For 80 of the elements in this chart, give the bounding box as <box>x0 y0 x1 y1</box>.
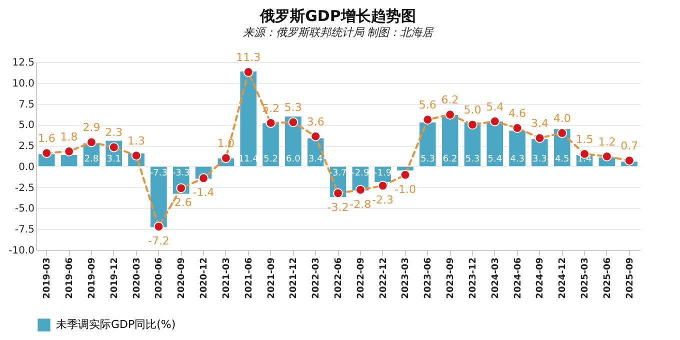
x-tick-label: 2023-06 <box>424 258 434 299</box>
data-label: 6.0 <box>286 154 301 164</box>
x-tick-label: 2022-03 <box>312 258 322 299</box>
legend-label: 未季调实际GDP同比(%) <box>56 318 176 331</box>
x-tick-label: 2024-12 <box>558 258 568 299</box>
data-label: 3.3 <box>532 154 547 164</box>
data-label: 1.3 <box>128 134 146 148</box>
x-tick-label: 2021-03 <box>222 258 232 299</box>
data-label: 5.4 <box>488 154 502 164</box>
y-tick-label: 0.0 <box>18 162 34 173</box>
y-tick-label: 10.0 <box>12 78 34 90</box>
x-tick-label: 2019-09 <box>87 258 98 299</box>
chart-title: 俄罗斯GDP增长趋势图 <box>259 7 416 26</box>
x-tick-label: 2023-09 <box>446 258 456 299</box>
x-tick-label: 2024-06 <box>513 258 524 299</box>
data-label: 5.3 <box>284 101 302 114</box>
x-tick-label: 2023-03 <box>401 258 412 299</box>
data-label: -1.4 <box>192 186 214 200</box>
data-label: 5.6 <box>418 98 436 112</box>
x-tick-label: 2022-09 <box>356 258 366 299</box>
bar <box>240 70 258 167</box>
x-tick-label: 2024-03 <box>490 258 501 299</box>
y-tick-label: -2.5 <box>14 182 34 194</box>
y-tick-label: 5.0 <box>18 120 34 132</box>
x-tick-label: 2019-03 <box>42 258 53 299</box>
data-label: -1.9 <box>374 168 392 178</box>
data-label: 5.0 <box>464 104 482 117</box>
x-tick-label: 2025-03 <box>580 258 591 299</box>
x-tick-label: 2019-06 <box>65 258 76 299</box>
y-tick-label: 12.5 <box>12 58 34 68</box>
x-tick-label: 2019-12 <box>110 258 120 299</box>
data-label: 1.6 <box>38 132 56 146</box>
data-label: 11.3 <box>236 51 261 64</box>
data-label: 3.1 <box>106 154 122 164</box>
chart-subtitle: 来源：俄罗斯联邦统计局 制图：北海居 <box>242 26 434 40</box>
data-label: 1.2 <box>598 135 616 148</box>
data-label: 3.6 <box>306 115 324 128</box>
x-tick-label: 2021-12 <box>289 258 300 299</box>
data-label: 6.2 <box>442 154 458 164</box>
data-label: -2.9 <box>352 168 370 178</box>
data-label: 1.5 <box>576 132 594 146</box>
x-tick-label: 2020-12 <box>200 258 210 299</box>
data-label: 6.2 <box>441 94 459 107</box>
data-label: -2.3 <box>372 194 394 207</box>
x-tick-label: 2025-09 <box>625 258 636 299</box>
y-tick-label: 2.5 <box>18 141 34 152</box>
x-tick-label: 2020-09 <box>177 258 188 299</box>
data-label: 4.5 <box>554 154 570 164</box>
y-tick-label: -5.0 <box>14 204 34 215</box>
data-label: 2.9 <box>82 121 100 134</box>
y-tick-label: -10.0 <box>8 246 34 256</box>
data-label: 3.4 <box>530 117 548 130</box>
y-tick-label: -7.5 <box>14 224 34 236</box>
x-tick-label: 2022-06 <box>334 258 344 299</box>
x-tick-label: 2025-06 <box>602 258 613 299</box>
data-label: -1.0 <box>394 182 416 196</box>
data-label: 4.6 <box>508 107 526 120</box>
y-tick-label: 7.5 <box>18 99 34 110</box>
data-label: 2.3 <box>105 126 123 140</box>
x-tick-label: 2022-12 <box>378 258 389 299</box>
data-label: 1.8 <box>60 130 78 144</box>
data-label: 5.3 <box>465 154 480 164</box>
x-tick-label: 2020-06 <box>154 258 165 299</box>
data-label: -3.2 <box>327 201 349 214</box>
x-tick-label: 2023-12 <box>468 258 478 299</box>
data-label: -7.2 <box>148 234 170 248</box>
data-label: -2.6 <box>170 196 192 210</box>
data-label: 4.3 <box>510 154 524 164</box>
data-label: 3.4 <box>308 154 324 164</box>
data-label: 4.0 <box>553 112 571 126</box>
data-label: 5.3 <box>420 154 435 164</box>
data-label: 0.7 <box>620 140 638 153</box>
x-tick-label: 2021-06 <box>244 258 254 299</box>
data-label: 5.4 <box>486 100 504 114</box>
x-tick-label: 2020-03 <box>132 258 142 299</box>
data-label: -2.8 <box>350 198 372 211</box>
x-tick-label: 2024-09 <box>536 258 546 299</box>
data-label: 5.2 <box>264 154 278 164</box>
data-label: 2.8 <box>84 154 99 164</box>
x-tick-label: 2021-09 <box>266 258 277 299</box>
